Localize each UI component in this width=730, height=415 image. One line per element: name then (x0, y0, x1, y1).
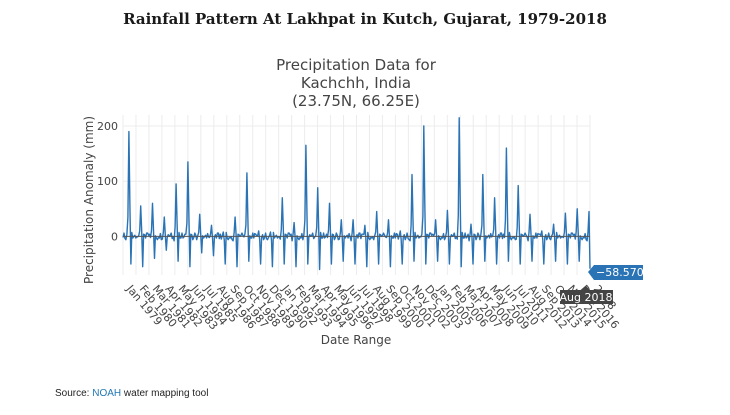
chart-title-line-2: Kachchh, India (301, 74, 411, 92)
chart-title-line-1: Precipitation Data for (276, 56, 437, 74)
y-axis-ticks: 0 100 200 (97, 120, 118, 243)
y-tick-label: 100 (97, 175, 118, 188)
x-axis-label: Date Range (321, 333, 392, 347)
y-axis-label: Precipitation Anomaly (mm) (82, 116, 96, 284)
hover-date-text: Aug 2018 (560, 291, 613, 304)
chart-title-line-3: (23.75N, 66.25E) (292, 92, 420, 110)
page-title: Rainfall Pattern At Lakhpat in Kutch, Gu… (123, 10, 607, 28)
source-note: Source: NOAH water mapping tool (55, 388, 208, 399)
source-prefix: Source: (55, 388, 93, 399)
y-tick-label: 0 (111, 230, 118, 243)
hover-date-label: Aug 2018 (560, 286, 613, 304)
hover-value-text: −58.5708 (596, 266, 651, 279)
y-tick-label: 200 (97, 120, 118, 133)
source-suffix: water mapping tool (121, 388, 209, 399)
hover-value-label: −58.5708 (588, 265, 651, 280)
noah-link[interactable]: NOAH (92, 388, 122, 399)
precipitation-chart[interactable]: Precipitation Data for Kachchh, India (2… (0, 0, 730, 380)
